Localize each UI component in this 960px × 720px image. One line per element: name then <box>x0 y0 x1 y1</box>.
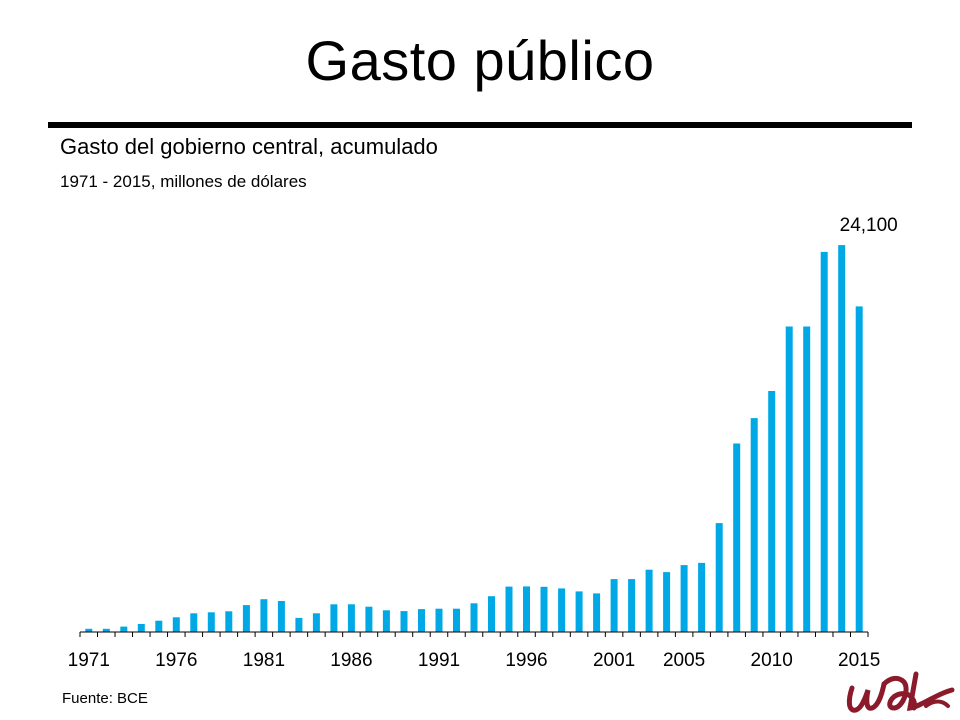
bar-1993 <box>470 603 478 632</box>
bar-1984 <box>312 613 320 632</box>
bar-2008 <box>733 443 741 632</box>
x-tick-label-1981: 1981 <box>243 650 285 671</box>
udla-logo-icon <box>846 671 955 713</box>
bar-1992 <box>453 608 460 632</box>
chart-subtitle: 1971 - 2015, millones de dólares <box>60 172 307 191</box>
data-label-2014: 24,100 <box>840 215 898 236</box>
bar-1991 <box>435 608 443 632</box>
x-tick-label-2015: 2015 <box>838 650 880 671</box>
bar-1999 <box>575 591 583 632</box>
bar-2006 <box>698 562 706 632</box>
bar-1997 <box>540 586 548 632</box>
bar-2001 <box>610 579 618 632</box>
bar-1986 <box>347 604 355 632</box>
x-tick-label-2005: 2005 <box>663 650 705 671</box>
bar-2000 <box>593 593 601 632</box>
bar-2011 <box>785 326 793 632</box>
bar-1979 <box>225 611 233 632</box>
bar-2010 <box>768 391 776 632</box>
x-tick-label-1976: 1976 <box>155 650 197 671</box>
bar-1995 <box>505 586 513 632</box>
bar-2005 <box>680 565 688 632</box>
source-note: Fuente: BCE <box>62 690 148 707</box>
bar-2007 <box>715 523 723 632</box>
bar-1989 <box>400 611 408 632</box>
bar-2003 <box>645 569 653 632</box>
x-tick-label-1991: 1991 <box>418 650 460 671</box>
bar-1994 <box>488 596 495 632</box>
bar-1987 <box>365 606 373 632</box>
bar-2002 <box>628 579 636 632</box>
x-tick-label-2010: 2010 <box>751 650 793 671</box>
chart-title: Gasto del gobierno central, acumulado <box>60 134 438 159</box>
bar-1990 <box>418 609 425 632</box>
bar-1983 <box>295 617 303 632</box>
bar-1988 <box>382 610 390 632</box>
bar-2004 <box>663 572 671 632</box>
bar-1975 <box>155 620 163 632</box>
bar-2014 <box>838 245 846 632</box>
bar-1971 <box>85 628 93 632</box>
x-tick-label-1996: 1996 <box>505 650 547 671</box>
x-tick-label-2001: 2001 <box>593 650 635 671</box>
bar-2013 <box>820 251 828 632</box>
x-tick-label-1971: 1971 <box>68 650 110 671</box>
bar-1996 <box>523 586 530 632</box>
bar-1978 <box>207 612 215 632</box>
bar-1982 <box>277 601 285 632</box>
bar-1981 <box>260 599 268 632</box>
x-tick-label-1986: 1986 <box>330 650 372 671</box>
bar-1972 <box>102 628 110 632</box>
bar-2012 <box>803 326 811 632</box>
bar-2015 <box>855 306 863 632</box>
bar-1973 <box>120 626 128 632</box>
bar-1980 <box>242 605 250 632</box>
bar-2009 <box>750 418 758 632</box>
bar-1976 <box>172 617 180 632</box>
bar-1974 <box>137 624 145 632</box>
bar-1998 <box>558 588 566 632</box>
page-title: Gasto público <box>305 29 655 92</box>
title-divider <box>48 122 912 128</box>
bar-1985 <box>330 604 338 632</box>
bar-1977 <box>190 613 198 632</box>
